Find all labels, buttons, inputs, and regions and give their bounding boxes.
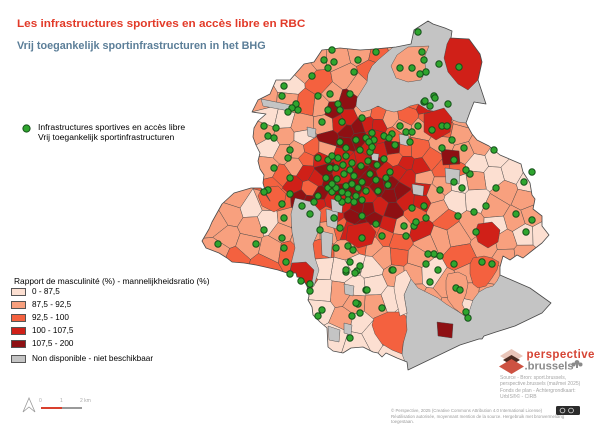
svg-text:.brussels: .brussels bbox=[525, 361, 574, 373]
svg-text:perspective: perspective bbox=[527, 349, 595, 361]
